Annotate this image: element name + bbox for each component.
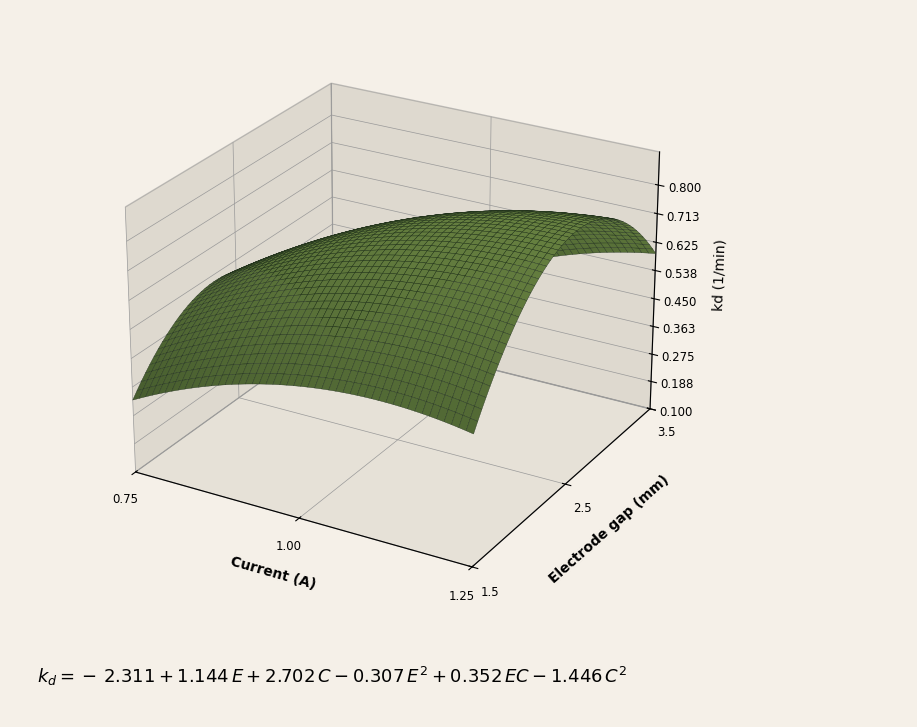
Text: $k_d = -\,2.311 + 1.144\,E + 2.702\,C - 0.307\,E^2 + 0.352\,EC - 1.446\,C^2$: $k_d = -\,2.311 + 1.144\,E + 2.702\,C - …	[37, 664, 627, 688]
Y-axis label: Electrode gap (mm): Electrode gap (mm)	[547, 473, 671, 586]
X-axis label: Current (A): Current (A)	[228, 555, 317, 593]
